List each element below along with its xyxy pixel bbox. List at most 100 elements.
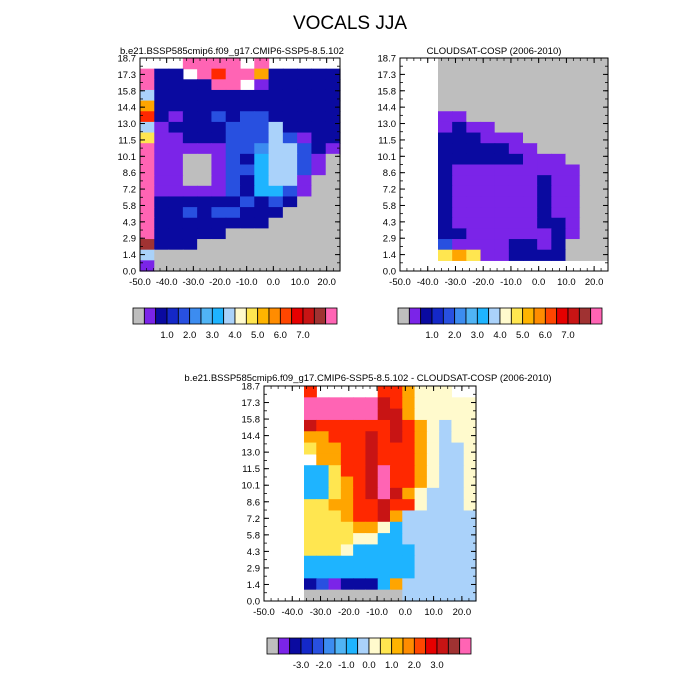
heatmap-cell <box>377 510 391 523</box>
heatmap-cell <box>593 132 609 144</box>
heatmap-cell <box>225 185 241 198</box>
heatmap-cell <box>551 132 567 144</box>
heatmap-cell <box>268 217 284 229</box>
heatmap-cell <box>268 185 284 198</box>
x-tick-label: -50.0 <box>129 277 151 288</box>
heatmap-cell <box>240 249 255 261</box>
heatmap-cell <box>426 499 440 512</box>
heatmap-cell <box>353 578 367 591</box>
heatmap-cell <box>439 453 453 466</box>
heatmap-cell <box>140 89 155 102</box>
heatmap-cell <box>316 442 330 455</box>
heatmap-cell <box>304 465 317 478</box>
heatmap-cell <box>340 419 354 432</box>
colorbar-swatch <box>313 307 327 325</box>
heatmap-cell <box>325 111 341 123</box>
heatmap-cell <box>240 89 255 102</box>
y-tick-label: 14.4 <box>242 431 261 442</box>
heatmap-cell <box>426 521 440 534</box>
heatmap-cell <box>523 58 538 70</box>
heatmap-cell <box>390 431 403 444</box>
heatmap-cell <box>439 408 453 421</box>
heatmap-cell <box>197 153 213 166</box>
heatmap-cell <box>154 196 170 208</box>
colorbar-swatch <box>311 637 325 655</box>
y-tick-label: 8.6 <box>383 168 396 179</box>
heatmap-cell <box>537 217 552 229</box>
heatmap-cell <box>593 196 609 208</box>
heatmap-cell <box>439 476 453 489</box>
heatmap-cell <box>438 68 453 80</box>
heatmap-cell <box>390 476 403 489</box>
y-tick-label: 8.6 <box>123 168 136 179</box>
panel-obs-title: CLOUDSAT-COSP (2006-2010) <box>427 46 562 57</box>
colorbar-swatch <box>402 637 415 655</box>
heatmap-cell <box>466 132 482 144</box>
heatmap-cell <box>593 79 609 91</box>
colorbar-swatch <box>499 307 512 325</box>
heatmap-cell <box>282 249 298 261</box>
heatmap-cell <box>377 397 391 410</box>
heatmap-cell <box>365 431 379 444</box>
heatmap-cell <box>211 143 227 155</box>
heatmap-cell <box>402 487 416 500</box>
y-tick-label: 14.4 <box>118 103 137 114</box>
heatmap-cell <box>426 397 440 410</box>
heatmap-cell <box>593 249 609 261</box>
heatmap-cell <box>438 228 453 240</box>
heatmap-cell <box>551 153 567 166</box>
heatmap-cell <box>565 185 581 198</box>
heatmap-cell <box>438 111 453 123</box>
colorbar-swatch <box>345 637 359 655</box>
heatmap-cell <box>211 228 227 240</box>
heatmap-cell <box>353 555 367 568</box>
heatmap-cell <box>537 121 552 134</box>
heatmap-cell <box>537 111 552 123</box>
heatmap-cell <box>402 499 416 512</box>
colorbar-swatch <box>379 637 393 655</box>
colorbar-swatch <box>397 307 410 325</box>
heatmap-cell <box>182 207 198 219</box>
heatmap-cell <box>466 207 482 219</box>
colorbar-swatch <box>533 307 546 325</box>
heatmap-cell <box>225 260 241 272</box>
heatmap-cell <box>268 111 284 123</box>
heatmap-cell <box>140 217 155 229</box>
heatmap-cell <box>268 89 284 102</box>
heatmap-cell <box>414 397 428 410</box>
heatmap-cell <box>268 153 284 166</box>
heatmap-cell <box>494 196 510 208</box>
heatmap-cell <box>426 567 440 579</box>
heatmap-cell <box>325 121 341 134</box>
heatmap-cell <box>282 132 298 144</box>
heatmap-cell <box>452 164 467 176</box>
heatmap-cell <box>451 419 465 432</box>
heatmap-cell <box>182 111 198 123</box>
heatmap-cell <box>282 111 298 123</box>
heatmap-cell <box>523 153 538 166</box>
heatmap-cell <box>140 121 155 134</box>
heatmap-cell <box>438 207 453 219</box>
heatmap-cell <box>494 121 510 134</box>
heatmap-cell <box>463 465 477 478</box>
heatmap-cell <box>140 260 155 272</box>
heatmap-cell <box>551 207 567 219</box>
heatmap-cell <box>480 196 496 208</box>
colorbar-label: 3.0 <box>206 330 219 341</box>
heatmap-cell <box>328 555 342 568</box>
heatmap-cell <box>297 132 313 144</box>
heatmap-cell <box>426 510 440 523</box>
heatmap-cell <box>353 408 367 421</box>
heatmap-cell <box>197 132 213 144</box>
colorbar-label: -3.0 <box>293 660 309 671</box>
heatmap-cell <box>565 58 581 70</box>
heatmap-cell <box>197 228 213 240</box>
heatmap-cell <box>311 239 327 251</box>
heatmap-cell <box>439 397 453 410</box>
heatmap-cell <box>197 217 213 229</box>
heatmap-cell <box>268 100 284 112</box>
x-tick-label: 0.0 <box>532 277 545 288</box>
heatmap-cell <box>225 58 241 70</box>
heatmap-cell <box>480 153 496 166</box>
colorbar-swatch <box>447 637 461 655</box>
